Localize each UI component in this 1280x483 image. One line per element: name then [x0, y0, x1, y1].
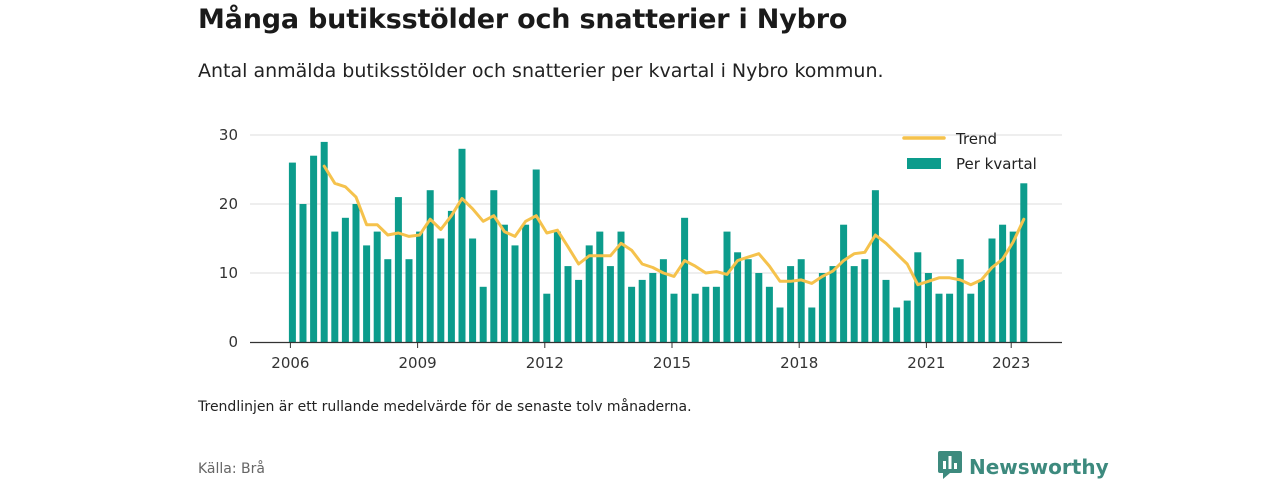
- x-tick-label: 2015: [653, 354, 691, 372]
- x-tick-label: 2006: [271, 354, 309, 372]
- bar: [840, 224, 848, 342]
- bar: [861, 259, 869, 342]
- bar: [628, 286, 636, 342]
- bar: [797, 259, 805, 342]
- bar: [575, 279, 583, 342]
- y-axis-ticks: 0 10 20 30: [219, 126, 238, 351]
- chart-title: Många butiksstölder och snatterier i Nyb…: [198, 4, 848, 35]
- trend-line: [322, 164, 1026, 287]
- bar: [606, 266, 614, 342]
- bar: [299, 204, 307, 342]
- bar: [638, 279, 646, 342]
- bar: [776, 307, 784, 342]
- bar: [352, 204, 360, 342]
- bar: [617, 231, 625, 342]
- bar: [681, 217, 689, 342]
- bar: [437, 238, 445, 342]
- y-tick-label: 20: [219, 195, 238, 213]
- bar: [670, 293, 678, 342]
- bar: [649, 273, 657, 342]
- chart-subtitle: Antal anmälda butiksstölder och snatteri…: [198, 60, 884, 82]
- bar: [405, 259, 413, 342]
- bar: [723, 231, 731, 342]
- bar: [564, 266, 572, 342]
- bar: [691, 293, 699, 342]
- bar: [765, 286, 773, 342]
- legend-swatch-bars: [907, 158, 941, 169]
- bar-chart: 0 10 20 30 2006 2009 2012 2015 2018 2021 2023 Tre…: [219, 126, 1062, 372]
- bar: [479, 286, 487, 342]
- bar: [924, 273, 932, 342]
- bar: [447, 210, 455, 342]
- bar: [469, 238, 477, 342]
- bar: [956, 259, 964, 342]
- bar: [585, 245, 593, 342]
- bar: [988, 238, 996, 342]
- bar: [363, 245, 371, 342]
- bar: [458, 148, 466, 342]
- brand-name: Newsworthy: [969, 455, 1109, 479]
- bar: [967, 293, 975, 342]
- bar: [310, 155, 318, 342]
- bar: [331, 231, 339, 342]
- brand[interactable]: Newsworthy: [938, 451, 1109, 483]
- x-tick-label: 2018: [780, 354, 818, 372]
- bar: [914, 252, 922, 342]
- bar: [1009, 231, 1017, 342]
- bar: [341, 217, 349, 342]
- grid-lines: [250, 134, 1062, 274]
- bar: [935, 293, 943, 342]
- legend-label-bars: Per kvartal: [956, 155, 1037, 173]
- bar: [659, 259, 667, 342]
- bar: [490, 190, 498, 342]
- y-tick-label: 30: [219, 126, 238, 144]
- bar: [818, 273, 826, 342]
- x-tick-label: 2023: [992, 354, 1030, 372]
- trend-line-layer: [322, 164, 1026, 287]
- bar: [426, 190, 434, 342]
- bar: [882, 279, 890, 342]
- bar: [808, 307, 816, 342]
- bar: [999, 224, 1007, 342]
- bar: [850, 266, 858, 342]
- bar: [744, 259, 752, 342]
- x-tick-label: 2012: [526, 354, 564, 372]
- bar: [1020, 183, 1028, 342]
- bar: [373, 231, 381, 342]
- bar: [500, 224, 508, 342]
- bar: [893, 307, 901, 342]
- bar: [543, 293, 551, 342]
- bar-chart-speech-bubble-icon: [938, 451, 962, 483]
- footnote: Trendlinjen är ett rullande medelvärde f…: [198, 399, 692, 415]
- bar: [384, 259, 392, 342]
- bar: [394, 197, 402, 342]
- x-tick-label: 2021: [907, 354, 945, 372]
- bars: [288, 141, 1028, 342]
- bar: [532, 169, 540, 342]
- y-tick-label: 10: [219, 264, 238, 282]
- bar: [522, 224, 530, 342]
- bar: [702, 286, 710, 342]
- bar: [787, 266, 795, 342]
- bar: [288, 162, 296, 342]
- bar: [977, 279, 985, 342]
- bar: [596, 231, 604, 342]
- source-label: Källa: Brå: [198, 461, 265, 477]
- bar: [734, 252, 742, 342]
- legend-label-trend: Trend: [955, 130, 997, 148]
- x-tick-label: 2009: [399, 354, 437, 372]
- bar: [946, 293, 954, 342]
- bar: [755, 273, 763, 342]
- bar: [320, 141, 328, 342]
- bar: [871, 190, 879, 342]
- x-axis: 2006 2009 2012 2015 2018 2021 2023: [250, 341, 1062, 372]
- bar: [511, 245, 519, 342]
- bar: [903, 300, 911, 342]
- bar: [553, 231, 561, 342]
- bar: [829, 266, 837, 342]
- y-tick-label: 0: [228, 333, 238, 351]
- bar: [416, 231, 424, 342]
- legend: Trend Per kvartal: [902, 130, 1037, 173]
- bar: [712, 286, 720, 342]
